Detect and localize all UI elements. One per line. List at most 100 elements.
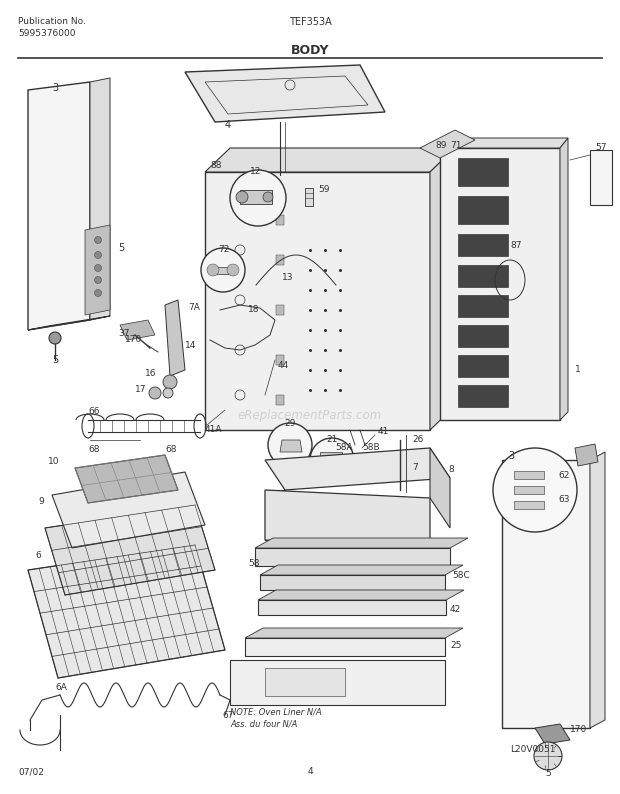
Circle shape [94, 252, 102, 259]
Text: Ass. du four N/A: Ass. du four N/A [230, 719, 298, 729]
Bar [458, 234, 508, 256]
Text: 68: 68 [165, 445, 177, 454]
Text: L20V0051: L20V0051 [510, 746, 556, 754]
Circle shape [227, 264, 239, 276]
Bar [258, 600, 446, 615]
Text: 72: 72 [218, 245, 229, 255]
Polygon shape [440, 138, 568, 148]
Text: 26: 26 [412, 435, 423, 445]
Text: 14: 14 [185, 341, 197, 349]
Bar [458, 158, 508, 186]
Text: 5995376000: 5995376000 [18, 29, 76, 37]
Bar [458, 325, 508, 347]
Bar [276, 395, 284, 405]
Text: 8: 8 [448, 465, 454, 475]
Polygon shape [165, 300, 185, 376]
Text: 67: 67 [222, 711, 234, 719]
Text: 88: 88 [210, 160, 221, 169]
Text: TEF353A: TEF353A [289, 17, 331, 27]
Polygon shape [213, 267, 233, 274]
Circle shape [207, 264, 219, 276]
Text: 18: 18 [248, 306, 260, 314]
Bar [240, 190, 272, 204]
Polygon shape [265, 490, 285, 540]
Circle shape [94, 290, 102, 296]
Polygon shape [502, 460, 590, 728]
Text: 16: 16 [145, 368, 156, 377]
Text: 89: 89 [435, 141, 446, 149]
Text: BODY: BODY [291, 44, 329, 56]
Bar [320, 452, 342, 468]
Bar [458, 265, 508, 287]
Polygon shape [430, 448, 450, 528]
Text: 10: 10 [48, 457, 60, 467]
Text: 68: 68 [88, 445, 99, 454]
Text: 7A: 7A [188, 303, 200, 313]
Circle shape [310, 438, 354, 482]
Circle shape [94, 276, 102, 283]
Polygon shape [75, 455, 178, 503]
Circle shape [534, 742, 562, 770]
Text: 71: 71 [450, 141, 461, 149]
Text: 5: 5 [545, 769, 551, 777]
Polygon shape [258, 590, 464, 600]
Text: 9: 9 [38, 498, 44, 507]
Text: 170: 170 [125, 336, 142, 345]
Circle shape [49, 332, 61, 344]
Circle shape [268, 423, 312, 467]
Polygon shape [255, 538, 468, 548]
Text: 4: 4 [307, 768, 313, 777]
Polygon shape [28, 545, 225, 678]
Circle shape [94, 237, 102, 244]
Text: 25: 25 [450, 641, 461, 649]
Bar [276, 255, 284, 265]
Polygon shape [590, 452, 605, 728]
Polygon shape [205, 148, 455, 172]
Polygon shape [90, 78, 110, 320]
Polygon shape [28, 82, 90, 330]
Bar [458, 385, 508, 407]
Circle shape [94, 264, 102, 272]
Polygon shape [280, 440, 302, 452]
Bar [245, 638, 445, 656]
Text: 07/02: 07/02 [18, 768, 44, 777]
Circle shape [493, 448, 577, 532]
Polygon shape [430, 148, 455, 430]
Text: 13: 13 [282, 273, 293, 283]
Text: 5: 5 [52, 355, 58, 365]
Text: 41A: 41A [205, 426, 223, 434]
Bar [514, 486, 544, 494]
Text: 58C: 58C [452, 571, 470, 580]
Text: 5: 5 [118, 243, 124, 253]
Polygon shape [85, 225, 110, 315]
Circle shape [263, 192, 273, 202]
Polygon shape [28, 316, 110, 330]
Polygon shape [265, 448, 450, 490]
Bar [514, 501, 544, 509]
Polygon shape [205, 172, 430, 430]
Polygon shape [420, 130, 475, 158]
Polygon shape [45, 505, 215, 595]
Text: 41: 41 [378, 427, 389, 437]
Text: 37: 37 [118, 329, 130, 337]
Bar [514, 471, 544, 479]
Text: 21: 21 [326, 435, 338, 445]
Bar [458, 295, 508, 317]
Polygon shape [260, 565, 463, 575]
Text: 3: 3 [508, 451, 514, 461]
Bar [265, 668, 345, 696]
Text: eReplacementParts.com: eReplacementParts.com [238, 408, 382, 422]
Text: 63: 63 [558, 495, 570, 504]
Text: 42: 42 [450, 606, 461, 615]
Polygon shape [185, 65, 385, 122]
Text: 12: 12 [250, 168, 262, 176]
Text: 59: 59 [318, 186, 329, 195]
Polygon shape [440, 148, 560, 420]
Circle shape [236, 191, 248, 203]
Text: 58A: 58A [335, 444, 353, 453]
Circle shape [163, 388, 173, 398]
Circle shape [163, 375, 177, 389]
Circle shape [201, 248, 245, 292]
Bar [230, 660, 445, 705]
Polygon shape [560, 138, 568, 420]
